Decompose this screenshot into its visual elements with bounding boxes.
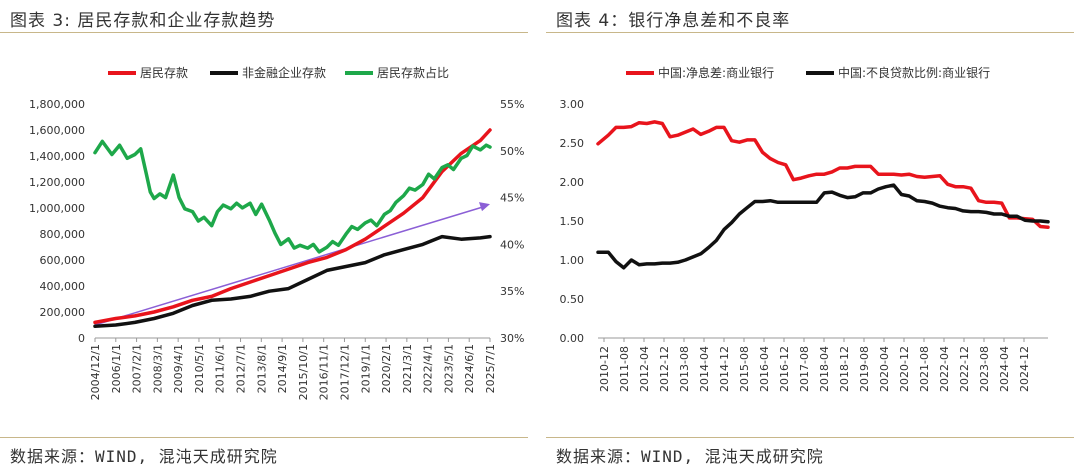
x-tick-label: 2012-12 [658, 346, 671, 392]
divider-top [546, 32, 1074, 33]
series-line [93, 234, 492, 329]
x-tick-label: 2018-12 [838, 346, 851, 392]
y2-tick-label: 35% [500, 285, 524, 298]
chart-deposits: 0 200,000 400,000 600,000 800,000 1,000,000 1,… [29, 65, 524, 400]
x-tick-label: 2022-04 [938, 346, 951, 392]
chart-title: 图表 4：银行净息差和不良率 [556, 11, 791, 31]
x-tick-label: 2021-08 [918, 346, 931, 392]
divider-bottom [546, 437, 1074, 438]
y2-tick-label: 55% [500, 98, 524, 111]
x-tick-label: 2020-04 [878, 346, 891, 392]
x-tick-label: 2006/1/1 [110, 344, 123, 393]
x-tick-label: 2016-12 [778, 346, 791, 392]
y-tick-label: 1.00 [560, 254, 585, 267]
y-tick-label: 1.50 [560, 215, 585, 228]
x-tick-label: 2014-04 [698, 346, 711, 392]
trend-arrow-head [479, 202, 490, 212]
x-tick-label: 2025/7/1 [484, 344, 497, 393]
legend-label: 中国:净息差:商业银行 [658, 65, 774, 80]
x-tick-label: 2012/7/1 [235, 344, 248, 393]
x-tick-label: 2014/9/1 [276, 344, 289, 393]
x-tick-label: 2012-04 [638, 346, 651, 392]
x-tick-label: 2013/8/1 [255, 344, 268, 393]
x-tick-label: 2020-12 [898, 346, 911, 392]
y-tick-label: 400,000 [40, 280, 86, 293]
x-tick-label: 2008/3/1 [151, 344, 164, 393]
panel-deposits: 图表 3: 居民存款和企业存款趋势 0 200,000 400,000 600,000… [0, 0, 528, 472]
panel-nim-npl: 图表 4：银行净息差和不良率 0.00 0.50 1.00 1.50 2.00 2.50 3… [546, 0, 1074, 472]
x-tick-label: 2022/4/1 [422, 344, 435, 393]
x-tick-label: 2014-12 [718, 346, 731, 392]
x-tick-label: 2018-04 [818, 346, 831, 392]
x-tick-label: 2024/6/1 [463, 344, 476, 393]
x-tick-label: 2015-08 [738, 346, 751, 392]
x-tick-label: 2016-04 [758, 346, 771, 392]
x-tick-label: 2015/10/1 [297, 344, 310, 400]
x-tick-label: 2017-08 [798, 346, 811, 392]
chart-nim-npl: 0.00 0.50 1.00 1.50 2.00 2.50 3.00 2010-12 2011-… [560, 65, 1050, 392]
x-tick-label: 2004/12/1 [89, 344, 102, 400]
divider-bottom [0, 437, 528, 438]
series-line [596, 183, 1050, 270]
y-tick-label: 1,800,000 [29, 98, 85, 111]
x-tick-label: 2016/11/1 [318, 344, 331, 400]
legend-label: 居民存款占比 [377, 65, 449, 80]
y2-tick-label: 30% [500, 332, 524, 345]
y-tick-label: 0.00 [560, 332, 585, 345]
y-tick-label: 3.00 [560, 98, 585, 111]
chart-source: 数据来源：WIND, 混沌天成研究院 [556, 447, 824, 466]
series-line [93, 139, 492, 254]
x-tick-label: 2007/2/1 [131, 344, 144, 393]
y-tick-label: 600,000 [40, 254, 86, 267]
trend-arrow-line [94, 205, 485, 326]
x-tick-label: 2009/4/1 [172, 344, 185, 393]
x-tick-label: 2019-08 [858, 346, 871, 392]
y-tick-label: 0 [78, 332, 85, 345]
x-tick-label: 2017/12/1 [338, 344, 351, 400]
x-tick-label: 2022-12 [958, 346, 971, 392]
divider-top [0, 32, 528, 33]
y2-tick-label: 45% [500, 192, 524, 205]
series-line [93, 128, 492, 325]
x-tick-label: 2023/5/1 [442, 344, 455, 393]
x-tick-label: 2020/2/1 [380, 344, 393, 393]
x-tick-label: 2010/5/1 [193, 344, 206, 393]
legend-label: 非金融企业存款 [242, 65, 326, 80]
y-tick-label: 200,000 [40, 306, 86, 319]
y-tick-label: 1,400,000 [29, 150, 85, 163]
x-tick-label: 2019/1/1 [359, 344, 372, 393]
series-line [596, 120, 1050, 229]
chart-source: 数据来源：WIND, 混沌天成研究院 [10, 447, 278, 466]
x-tick-label: 2021/3/1 [401, 344, 414, 393]
y2-tick-label: 40% [500, 238, 524, 251]
y-tick-label: 1,200,000 [29, 176, 85, 189]
x-tick-label: 2010-12 [598, 346, 611, 392]
chart-title: 图表 3: 居民存款和企业存款趋势 [10, 11, 276, 31]
y-tick-label: 1,000,000 [29, 202, 85, 215]
x-tick-label: 2024-12 [1018, 346, 1031, 392]
legend-label: 中国:不良贷款比例:商业银行 [838, 65, 990, 80]
y2-tick-label: 50% [500, 145, 524, 158]
y-tick-label: 800,000 [40, 228, 86, 241]
y-tick-label: 2.50 [560, 137, 585, 150]
y-tick-label: 0.50 [560, 293, 585, 306]
x-tick-label: 2024-04 [998, 346, 1011, 392]
legend-label: 居民存款 [140, 66, 188, 80]
x-tick-label: 2023-08 [978, 346, 991, 392]
x-tick-label: 2011/6/1 [214, 344, 227, 393]
x-tick-label: 2013-08 [678, 346, 691, 392]
y-tick-label: 2.00 [560, 176, 585, 189]
x-tick-label: 2011-08 [618, 346, 631, 392]
y-tick-label: 1,600,000 [29, 124, 85, 137]
